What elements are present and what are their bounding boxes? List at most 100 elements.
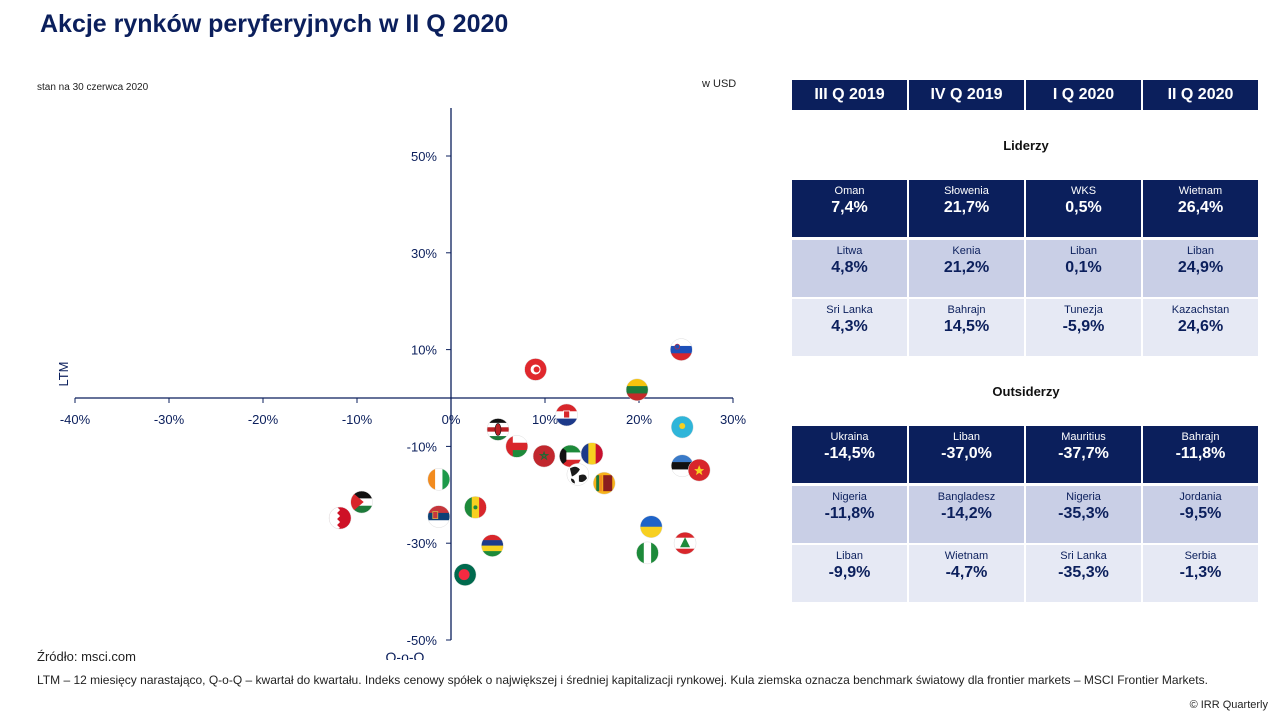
nigeria-flag: [636, 541, 659, 564]
oman-flag: [505, 435, 528, 458]
marker-outline: [427, 468, 451, 491]
kuwait-flag: [559, 445, 582, 468]
outsiders-cell: Jordania -9,5%: [1143, 485, 1258, 543]
leaders-cell: Wietnam 26,4%: [1143, 180, 1258, 237]
outsiders-title: Outsiderzy: [992, 384, 1060, 399]
country-name: Tunezja: [1064, 304, 1103, 316]
marker-outline: [350, 490, 373, 514]
leaders-cell: Słowenia 21,7%: [909, 180, 1024, 237]
kenya-flag: [487, 418, 509, 441]
return-value: -5,9%: [1062, 318, 1105, 335]
return-value: -35,3%: [1058, 564, 1109, 581]
x-tick-label: -30%: [154, 412, 185, 427]
marker-outline: [625, 378, 649, 402]
country-name: Liban: [953, 431, 980, 443]
bahrain-flag: [329, 507, 352, 530]
country-name: Jordania: [1179, 490, 1222, 503]
leaders-title: Liderzy: [1003, 138, 1049, 153]
scatter-chart: -40% -30% -20% -10% 0% 10% 20% 30% 50% 30% 10% -10%…: [56, 108, 746, 660]
return-value: 14,5%: [943, 318, 990, 335]
y-axis-label: LTM: [56, 361, 71, 386]
return-value: 4,8%: [831, 258, 868, 276]
senegal-flag: [464, 496, 487, 519]
ukraine-flag: [640, 515, 663, 538]
return-value: -9,5%: [1179, 504, 1222, 522]
return-value: -37,0%: [941, 445, 992, 462]
marker-outline: [673, 531, 697, 555]
marker-outline: [481, 534, 504, 557]
country-name: WKS: [1070, 185, 1097, 197]
marker-outline: [328, 506, 352, 530]
leaders-cell: Oman 7,4%: [792, 180, 907, 237]
return-value: -1,3%: [1179, 564, 1222, 581]
return-value: 26,4%: [1177, 199, 1224, 216]
x-tick-label: 20%: [626, 412, 652, 427]
outsiders-cell: Sri Lanka -35,3%: [1026, 545, 1141, 602]
lebanon-flag: [674, 532, 697, 555]
leaders-cell: Liban 0,1%: [1026, 239, 1141, 297]
header-q4-2019: IV Q 2019: [909, 80, 1024, 110]
header-q3-2019: III Q 2019: [792, 80, 907, 110]
x-tick-label: -20%: [248, 412, 279, 427]
x-tick-label: 10%: [532, 412, 558, 427]
return-value: 24,9%: [1177, 258, 1224, 276]
tunisia-flag: [524, 358, 547, 381]
marker-outline: [687, 458, 711, 482]
outsiders-cell: Serbia -1,3%: [1143, 545, 1258, 602]
leaders-cell: WKS 0,5%: [1026, 180, 1141, 237]
marker-outline: [427, 505, 451, 528]
y-tick-label: -50%: [407, 633, 438, 648]
return-value: 0,5%: [1065, 199, 1102, 216]
sri-lanka-flag: [593, 472, 616, 495]
marker-outline: [453, 563, 477, 586]
x-axis-label: Q-o-Q: [386, 649, 425, 660]
y-tick-label: 50%: [411, 149, 437, 164]
leaders-cell: Tunezja -5,9%: [1026, 299, 1141, 356]
marker-outline: [532, 444, 556, 468]
country-name: Bahrajn: [947, 304, 986, 316]
estonia-flag: [671, 454, 694, 477]
y-tick-label: 30%: [411, 246, 437, 261]
outsiders-cell: Nigeria -11,8%: [792, 485, 907, 543]
return-value: -11,8%: [1175, 445, 1226, 462]
marker-outline: [464, 496, 487, 519]
bangladesh-flag: [454, 563, 477, 586]
marker-outline: [580, 442, 604, 465]
outsiders-cell: Liban -37,0%: [909, 426, 1024, 483]
mauritius-flag: [481, 534, 504, 557]
return-value: -35,3%: [1058, 504, 1109, 522]
country-name: Liban: [1070, 244, 1097, 257]
marker-outline: [670, 415, 694, 439]
romania-flag: [581, 442, 603, 465]
x-tick-label: -10%: [342, 412, 373, 427]
currency-note: w USD: [702, 78, 737, 90]
country-name: Sri Lanka: [826, 304, 873, 316]
return-value: 24,6%: [1177, 318, 1224, 335]
return-value: 4,3%: [831, 318, 868, 335]
copyright: © IRR Quarterly: [1189, 699, 1268, 711]
serbia-flag: [427, 505, 450, 528]
leaders-cell: Liban 24,9%: [1143, 239, 1258, 297]
y-tick-label: -30%: [407, 536, 438, 551]
outsiders-cell: Mauritius -37,7%: [1026, 426, 1141, 483]
marker-outline: [639, 515, 663, 538]
return-value: 0,1%: [1065, 258, 1102, 276]
country-name: Liban: [1187, 244, 1214, 257]
country-name: Słowenia: [944, 185, 989, 197]
country-name: Serbia: [1184, 550, 1217, 562]
jordan-flag: [350, 491, 373, 514]
country-name: Wietnam: [944, 550, 989, 562]
y-tick-label: -10%: [407, 439, 438, 454]
return-value: 21,7%: [943, 199, 990, 216]
return-value: -37,7%: [1058, 445, 1109, 462]
country-name: Liban: [836, 550, 863, 562]
outsiders-cell: Ukraina -14,5%: [792, 426, 907, 483]
country-name: Bahrajn: [1181, 431, 1220, 443]
country-name: Ukraina: [830, 431, 869, 443]
country-name: Litwa: [836, 244, 863, 257]
return-value: -11,8%: [824, 504, 875, 522]
marker-outline: [505, 435, 529, 458]
return-value: 7,4%: [831, 199, 868, 216]
country-name: Mauritius: [1061, 431, 1106, 443]
vietnam-flag: [688, 459, 711, 482]
